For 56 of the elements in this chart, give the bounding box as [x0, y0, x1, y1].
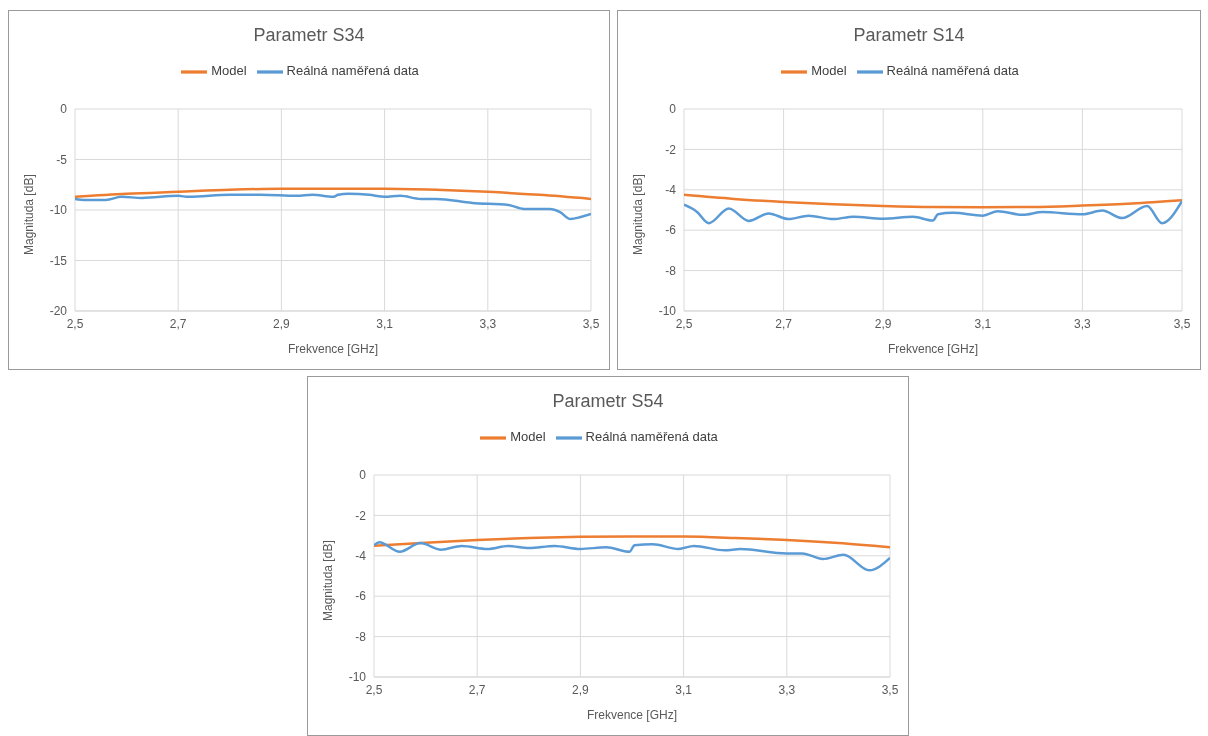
legend-label: Model: [211, 63, 247, 79]
chart-title: Parametr S14: [852, 25, 966, 46]
legend-label: Reálná naměřená data: [585, 429, 718, 445]
y-tick-label: 0: [359, 468, 367, 483]
y-tick-label: -20: [49, 304, 68, 319]
y-tick-label: -6: [355, 589, 367, 604]
y-tick-label: -8: [665, 263, 677, 278]
legend-label: Reálná naměřená data: [886, 63, 1019, 79]
x-tick-label: 2,9: [572, 682, 590, 697]
y-tick-label: -6: [665, 223, 677, 238]
y-tick-label: 0: [60, 102, 68, 117]
y-axis-title: Magnituda [dB]: [22, 174, 37, 255]
x-tick-label: 2,7: [169, 316, 187, 331]
x-tick-label: 3,1: [675, 682, 693, 697]
line-series: [75, 187, 591, 201]
x-tick-label: 2,9: [874, 316, 892, 331]
line-series: [684, 199, 1182, 225]
x-tick-label: 2,5: [675, 316, 693, 331]
y-tick-label: -10: [49, 203, 68, 218]
line-series: [374, 535, 890, 549]
x-tick-label: 2,5: [365, 682, 383, 697]
chart-title: Parametr S54: [551, 391, 665, 412]
line-series: [374, 541, 890, 572]
x-tick-label: 2,7: [468, 682, 486, 697]
x-tick-label: 3,3: [479, 316, 497, 331]
x-tick-label: 3,1: [376, 316, 394, 331]
x-tick-label: 2,5: [66, 316, 84, 331]
x-axis-title: Frekvence [GHz]: [887, 342, 979, 356]
y-axis-title: Magnituda [dB]: [631, 174, 646, 255]
y-tick-label: -10: [658, 304, 677, 319]
chart-title: Parametr S34: [252, 25, 366, 46]
y-tick-label: -5: [56, 152, 68, 167]
x-tick-label: 3,5: [1173, 316, 1191, 331]
x-tick-label: 3,5: [881, 682, 899, 697]
x-axis-title: Frekvence [GHz]: [586, 708, 678, 722]
y-tick-label: 0: [669, 102, 677, 117]
x-tick-label: 2,7: [775, 316, 793, 331]
x-axis-title: Frekvence [GHz]: [287, 342, 379, 356]
x-tick-label: 3,3: [1074, 316, 1092, 331]
legend-label: Model: [510, 429, 546, 445]
y-tick-label: -8: [355, 629, 367, 644]
y-tick-label: -15: [49, 253, 68, 268]
line-series: [75, 192, 591, 221]
x-tick-label: 3,1: [974, 316, 992, 331]
legend-label: Model: [811, 63, 847, 79]
y-tick-label: -10: [348, 670, 367, 685]
x-tick-label: 3,3: [778, 682, 796, 697]
y-axis-title: Magnituda [dB]: [321, 540, 336, 621]
y-tick-label: -4: [665, 183, 677, 198]
y-tick-label: -4: [355, 549, 367, 564]
line-series: [684, 193, 1182, 209]
legend-label: Reálná naměřená data: [286, 63, 419, 79]
y-tick-label: -2: [355, 508, 367, 523]
x-tick-label: 3,5: [582, 316, 600, 331]
x-tick-label: 2,9: [273, 316, 291, 331]
y-tick-label: -2: [665, 142, 677, 157]
